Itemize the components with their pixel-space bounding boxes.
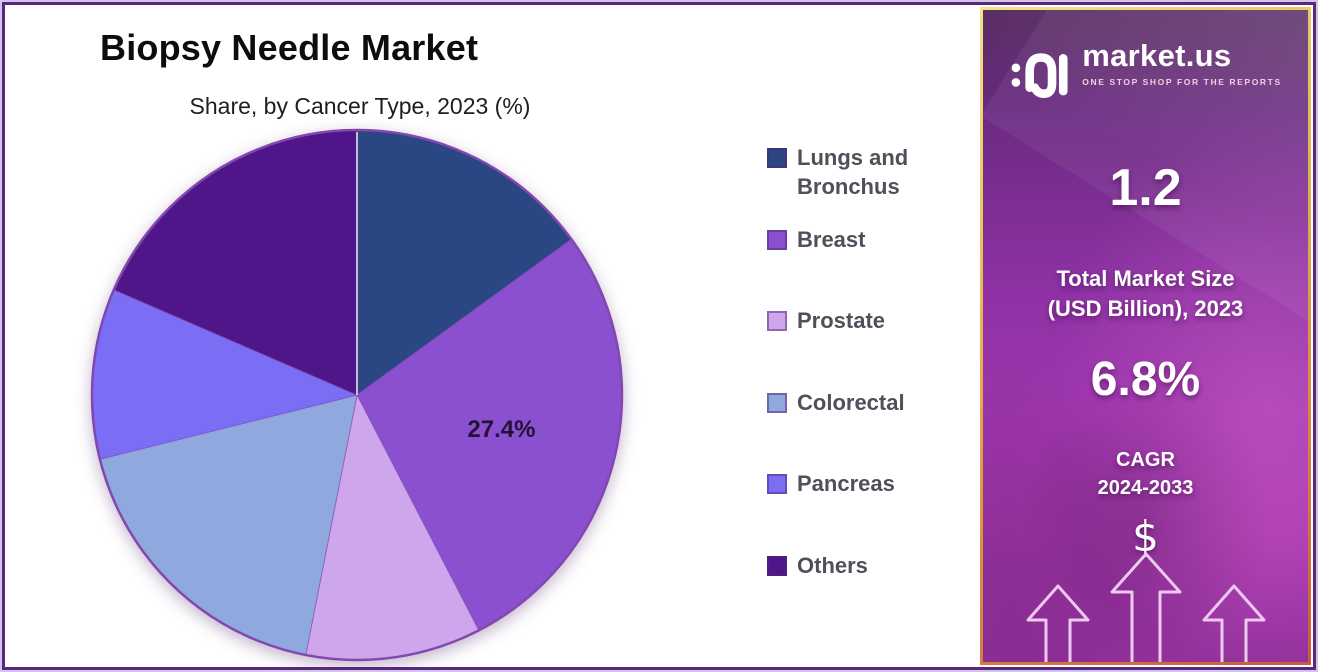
legend-swatch: [767, 229, 787, 250]
legend-item: Prostate: [767, 307, 982, 389]
market-size-value: 1.2: [1109, 159, 1182, 217]
brand-tagline: ONE STOP SHOP FOR THE REPORTS: [1082, 76, 1282, 87]
pie-data-label: 27.4%: [467, 416, 535, 443]
brand-text-block: market.us ONE STOP SHOP FOR THE REPORTS: [1082, 38, 1282, 87]
page-title: Biopsy Needle Market: [100, 27, 479, 68]
cagr-label-line1: CAGR: [1116, 449, 1175, 471]
legend-item: Lungs and Bronchus: [767, 144, 982, 226]
legend-label: Others: [797, 552, 868, 578]
legend-item: Breast: [767, 226, 982, 308]
pie-outline: [90, 128, 624, 662]
chart-panel: Biopsy Needle Market Share, by Cancer Ty…: [5, 5, 985, 667]
legend-label: Pancreas: [797, 471, 895, 496]
pie-chart: 27.4%: [90, 128, 624, 662]
legend-label: Lungs and Bronchus: [797, 145, 909, 199]
legend-swatch: [767, 311, 787, 331]
legend-swatch: [767, 148, 787, 168]
legend-label: Prostate: [797, 308, 886, 333]
chart-subtitle: Share, by Cancer Type, 2023 (%): [189, 93, 531, 119]
market-size-label-line1: Total Market Size: [1056, 266, 1235, 291]
cagr-value: 6.8%: [1090, 353, 1201, 406]
legend-label: Colorectal: [797, 389, 905, 415]
legend-swatch: [767, 474, 787, 494]
brand-name: market.us: [1082, 38, 1232, 73]
growth-arrows-icon: [1026, 552, 1265, 662]
legend: Lungs and Bronchus Breast Prostate Color…: [767, 144, 982, 633]
market-size-label-line2: (USD Billion), 2023: [1047, 295, 1244, 321]
legend-label: Breast: [797, 226, 866, 252]
legend-item: Colorectal: [767, 389, 982, 471]
cagr-label-line2: 2024-2033: [1097, 477, 1194, 499]
logo-row: market.us ONE STOP SHOP FOR THE REPORTS: [983, 38, 1308, 102]
brand-sidebar: market.us ONE STOP SHOP FOR THE REPORTS …: [980, 7, 1311, 665]
legend-item: Pancreas: [767, 470, 982, 552]
cagr-label: CAGR 2024-2033: [983, 446, 1308, 502]
marketus-logo-icon: [1011, 53, 1068, 98]
legend-swatch: [767, 392, 787, 413]
market-size-label: Total Market Size (USD Billion), 2023: [983, 264, 1308, 323]
legend-item: Others: [767, 552, 982, 634]
legend-swatch: [767, 555, 787, 576]
